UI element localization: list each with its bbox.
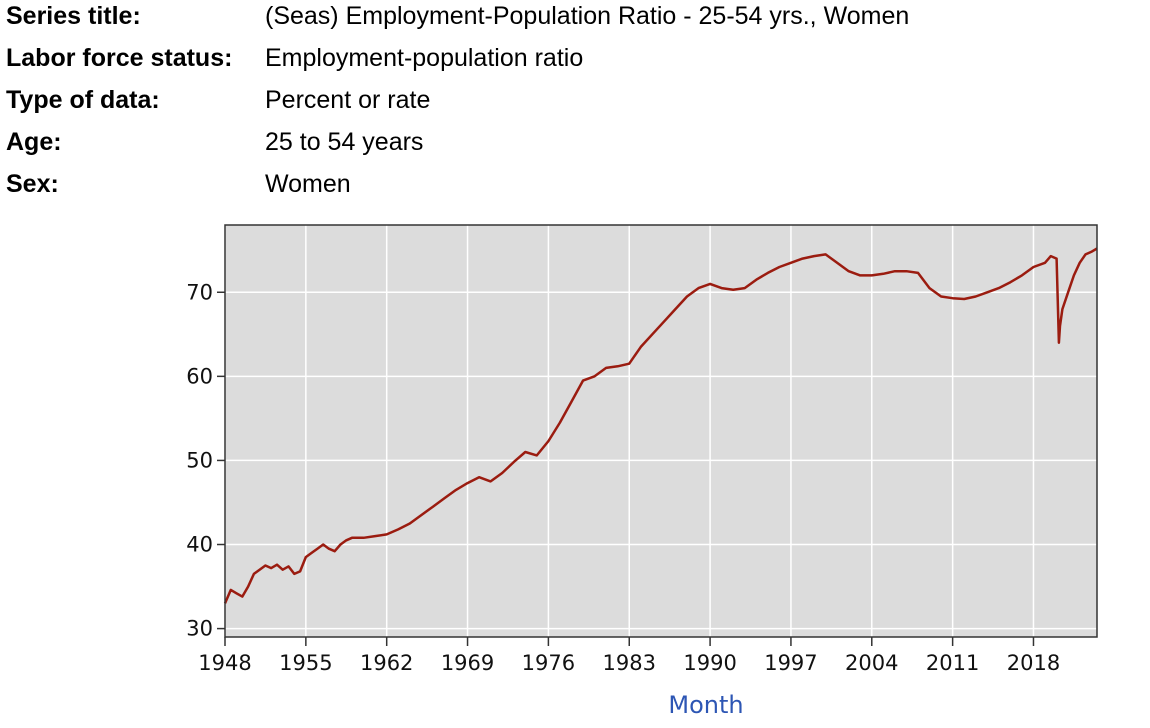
x-axis-title: Month — [668, 691, 743, 719]
data-lines — [223, 247, 1098, 604]
age-value: 25 to 54 years — [265, 128, 424, 156]
x-tick-label: 2004 — [845, 651, 898, 675]
x-tick-label: 1997 — [764, 651, 817, 675]
sex-value: Women — [265, 170, 351, 198]
x-axis: 1948 1955 1962 1969 1976 1983 1990 1997 2004 2011… — [198, 637, 1060, 675]
x-tick-label: 2011 — [926, 651, 979, 675]
x-tick-label: 2018 — [1007, 651, 1060, 675]
x-tick-label: 1983 — [603, 651, 656, 675]
plot-area — [225, 225, 1097, 637]
gridlines — [224, 225, 1097, 637]
labor-force-status-label: Labor force status: — [6, 44, 233, 72]
age-label: Age: — [6, 128, 62, 156]
y-tick-label: 50 — [186, 448, 213, 472]
type-of-data-label: Type of data: — [6, 86, 160, 114]
x-tick-label: 1955 — [279, 651, 332, 675]
x-tick-label: 1969 — [441, 651, 494, 675]
x-tick-label: 1962 — [360, 651, 413, 675]
x-tick-label: 1990 — [683, 651, 736, 675]
type-of-data-value: Percent or rate — [265, 86, 431, 114]
y-axis: 30 40 50 60 70 — [186, 280, 225, 641]
sex-label: Sex: — [6, 170, 59, 198]
y-tick-label: 60 — [186, 364, 213, 388]
x-tick-label: 1976 — [522, 651, 575, 675]
plot-border — [224, 224, 1098, 638]
y-tick-label: 40 — [186, 533, 213, 557]
y-tick-label: 70 — [186, 280, 213, 304]
series-title-label: Series title: — [6, 2, 141, 30]
series-line — [223, 247, 1098, 604]
labor-force-status-value: Employment-population ratio — [265, 44, 584, 72]
y-tick-label: 30 — [186, 617, 213, 641]
series-title-value: (Seas) Employment-Population Ratio - 25-… — [265, 2, 910, 30]
x-tick-label: 1948 — [198, 651, 251, 675]
